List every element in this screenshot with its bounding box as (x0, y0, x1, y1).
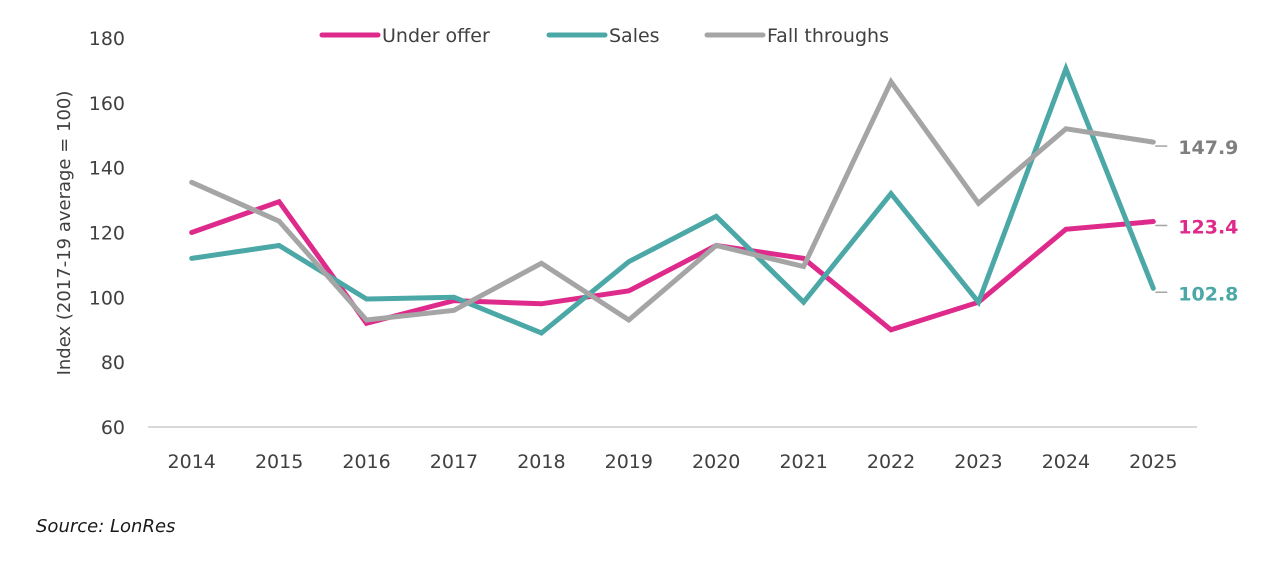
end-label-fall-throughs: 147.9 (1178, 137, 1238, 159)
source-note: Source: LonRes (36, 516, 176, 537)
end-label-sales: 102.8 (1178, 283, 1238, 305)
x-tick-label: 2022 (867, 451, 915, 473)
legend-label: Sales (609, 25, 660, 47)
series-group (189, 61, 1156, 336)
x-axis: 2014 2015 2016 2017 2018 2019 2020 2021 2022 2023… (168, 451, 1178, 473)
y-tick-label: 180 (89, 28, 125, 50)
y-axis: 60 80 100 120 140 160 180 (89, 28, 125, 439)
legend-item-under-offer: Under offer (319, 25, 490, 47)
legend-label: Under offer (382, 25, 490, 47)
end-labels: 123.4 102.8 147.9 (1155, 137, 1238, 305)
y-tick-label: 120 (89, 223, 125, 245)
x-tick-label: 2016 (342, 451, 390, 473)
x-tick-label: 2021 (779, 451, 827, 473)
legend-item-sales: Sales (546, 25, 660, 47)
legend-item-fall-throughs: Fall throughs (704, 25, 889, 47)
x-tick-label: 2019 (605, 451, 653, 473)
x-tick-label: 2023 (954, 451, 1002, 473)
series-line-sales (189, 61, 1156, 336)
x-tick-label: 2024 (1042, 451, 1090, 473)
x-tick-label: 2017 (430, 451, 478, 473)
x-tick-label: 2014 (168, 451, 216, 473)
x-tick-label: 2018 (517, 451, 565, 473)
y-tick-label: 60 (101, 417, 125, 439)
y-axis-title: Index (2017-19 average = 100) (54, 91, 75, 376)
x-tick-label: 2025 (1129, 451, 1177, 473)
x-tick-label: 2020 (692, 451, 740, 473)
y-tick-label: 100 (89, 287, 125, 309)
y-tick-label: 160 (89, 93, 125, 115)
legend: Under offer Sales Fall throughs (319, 25, 889, 47)
series-line-fall-throughs (189, 76, 1156, 324)
x-tick-label: 2015 (255, 451, 303, 473)
end-label-under-offer: 123.4 (1178, 216, 1238, 238)
legend-label: Fall throughs (767, 25, 889, 47)
y-tick-label: 80 (101, 352, 125, 374)
y-tick-label: 140 (89, 158, 125, 180)
